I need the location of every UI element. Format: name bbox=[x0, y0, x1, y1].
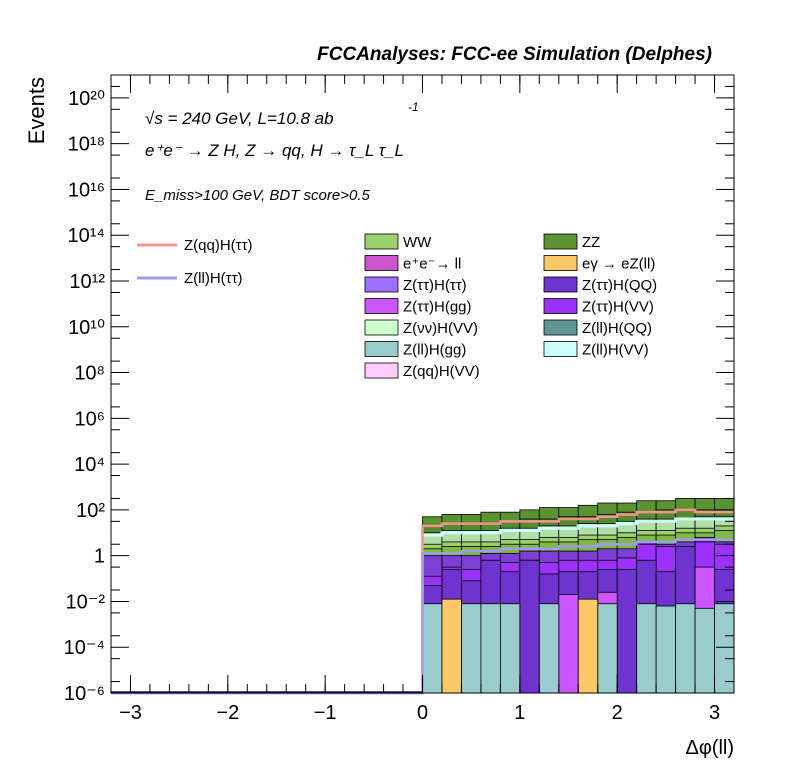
zllhgg-bar bbox=[675, 603, 696, 694]
energy-lumi-annotation: √s = 240 GeV, L=10.8 ab bbox=[145, 109, 334, 128]
x-tick-label: 2 bbox=[612, 702, 623, 724]
legend-box-label: Z(ll)H(QQ) bbox=[582, 320, 652, 337]
y-tick-label: 1 bbox=[94, 546, 105, 568]
lumi-exponent: -1 bbox=[408, 100, 419, 114]
selection-annotation: E_miss>100 GeV, BDT score>0.5 bbox=[145, 187, 370, 204]
legend-box-label: Z(νν)H(VV) bbox=[403, 320, 478, 337]
y-axis-label: Events bbox=[24, 77, 49, 144]
zllhgg-bar bbox=[422, 603, 443, 694]
y-tick-label: 10¹⁰ bbox=[68, 317, 105, 339]
legend-box-label: Z(ττ)H(gg) bbox=[403, 299, 472, 316]
stack-bar bbox=[519, 559, 540, 694]
x-tick-label: 1 bbox=[514, 702, 525, 724]
y-tick-label: 10¹⁶ bbox=[68, 179, 105, 201]
y-tick-label: 10¹⁴ bbox=[68, 225, 106, 247]
legend-box-swatch bbox=[364, 341, 399, 357]
legend-box-swatch bbox=[364, 319, 399, 336]
ztthgg-bar bbox=[558, 594, 579, 694]
process-annotation: e⁺e⁻ → Z H, Z → qq, H → τ_L τ_L bbox=[145, 141, 404, 160]
x-tick-label: −1 bbox=[314, 702, 337, 724]
egamma-bar bbox=[441, 598, 462, 694]
chart-title: FCCAnalyses: FCC-ee Simulation (Delphes) bbox=[317, 44, 712, 65]
legend-box-label: Z(ττ)H(QQ) bbox=[582, 277, 657, 294]
zllhvv-band bbox=[422, 517, 734, 537]
zllhgg-bar bbox=[499, 603, 521, 694]
legend-box-swatch bbox=[543, 298, 578, 314]
zllhgg-bar bbox=[461, 603, 482, 694]
zllhgg-bar bbox=[597, 603, 618, 694]
legend-box-label: eγ → eZ(ll) bbox=[582, 256, 655, 273]
annotations: √s = 240 GeV, L=10.8 ab -1 e⁺e⁻ → Z H, Z… bbox=[145, 100, 419, 204]
legend-box-label: Z(ll)H(gg) bbox=[403, 342, 466, 359]
signal-line bbox=[111, 538, 734, 695]
y-tick-label: 10²⁰ bbox=[68, 88, 105, 110]
legend-box-swatch bbox=[543, 319, 578, 336]
y-tick-label: 10⁸ bbox=[74, 363, 105, 385]
legend-box-label: Z(qq)H(VV) bbox=[403, 363, 480, 380]
zllhgg-bar bbox=[480, 603, 501, 694]
legend-box-label: Z(ll)H(VV) bbox=[582, 342, 649, 359]
legend-box-swatch bbox=[543, 341, 578, 357]
legend-box-swatch bbox=[364, 276, 399, 293]
zllhgg-bar bbox=[655, 605, 676, 694]
x-tick-label: 3 bbox=[709, 702, 720, 724]
signal-line bbox=[111, 508, 734, 695]
egamma-bar bbox=[577, 598, 599, 694]
legend-box-label: Z(ττ)H(ττ) bbox=[403, 277, 467, 294]
legend-box-label: Z(ττ)H(VV) bbox=[582, 299, 654, 316]
x-tick-label: 0 bbox=[417, 702, 428, 724]
y-tick-label: 10⁻⁶ bbox=[64, 683, 105, 705]
legend-box-swatch bbox=[364, 298, 399, 314]
x-tick-label: −3 bbox=[119, 702, 142, 724]
x-axis-label: Δφ(ll) bbox=[685, 737, 734, 759]
legend-box-swatch bbox=[364, 362, 399, 379]
legend-line-label: Z(ll)H(ττ) bbox=[184, 270, 243, 287]
legend-box-swatch bbox=[543, 255, 578, 271]
legend-box-swatch bbox=[543, 233, 578, 250]
legend-box-label: WW bbox=[403, 234, 432, 251]
legend-box-swatch bbox=[543, 276, 578, 293]
y-tick-label: 10⁻⁴ bbox=[64, 637, 105, 659]
legend-box-swatch bbox=[364, 255, 399, 271]
legend-line-label: Z(qq)H(ττ) bbox=[184, 237, 253, 254]
histogram-stack bbox=[422, 498, 735, 694]
x-tick-label: −2 bbox=[216, 702, 239, 724]
zllhgg-bar bbox=[538, 603, 560, 694]
axes: −3 −2 −1 0 1 2 3 10⁻⁶ 10⁻⁴ 10⁻² 1 10² 10⁴ 10⁶ 10⁸ 10¹⁰ 1… bbox=[64, 74, 735, 724]
y-tick-label: 10⁴ bbox=[74, 454, 105, 476]
legend: Z(qq)H(ττ) Z(ll)H(ττ) WW ZZ e⁺e⁻→ ll eγ → eZ(… bbox=[137, 233, 657, 380]
y-tick-label: 10² bbox=[76, 500, 105, 522]
y-tick-label: 10⁻² bbox=[66, 591, 106, 613]
y-tick-label: 10⁶ bbox=[75, 408, 105, 430]
legend-box-swatch bbox=[364, 233, 399, 250]
legend-box-label: ZZ bbox=[582, 234, 600, 251]
y-tick-label: 10¹⁸ bbox=[68, 134, 105, 156]
zllhgg-bar bbox=[714, 603, 735, 694]
zllhgg-bar bbox=[636, 603, 657, 694]
legend-box-label: e⁺e⁻→ ll bbox=[403, 256, 461, 273]
stack-bar bbox=[616, 569, 638, 694]
y-tick-label: 10¹² bbox=[69, 271, 105, 293]
zllhgg-bar bbox=[694, 607, 715, 694]
